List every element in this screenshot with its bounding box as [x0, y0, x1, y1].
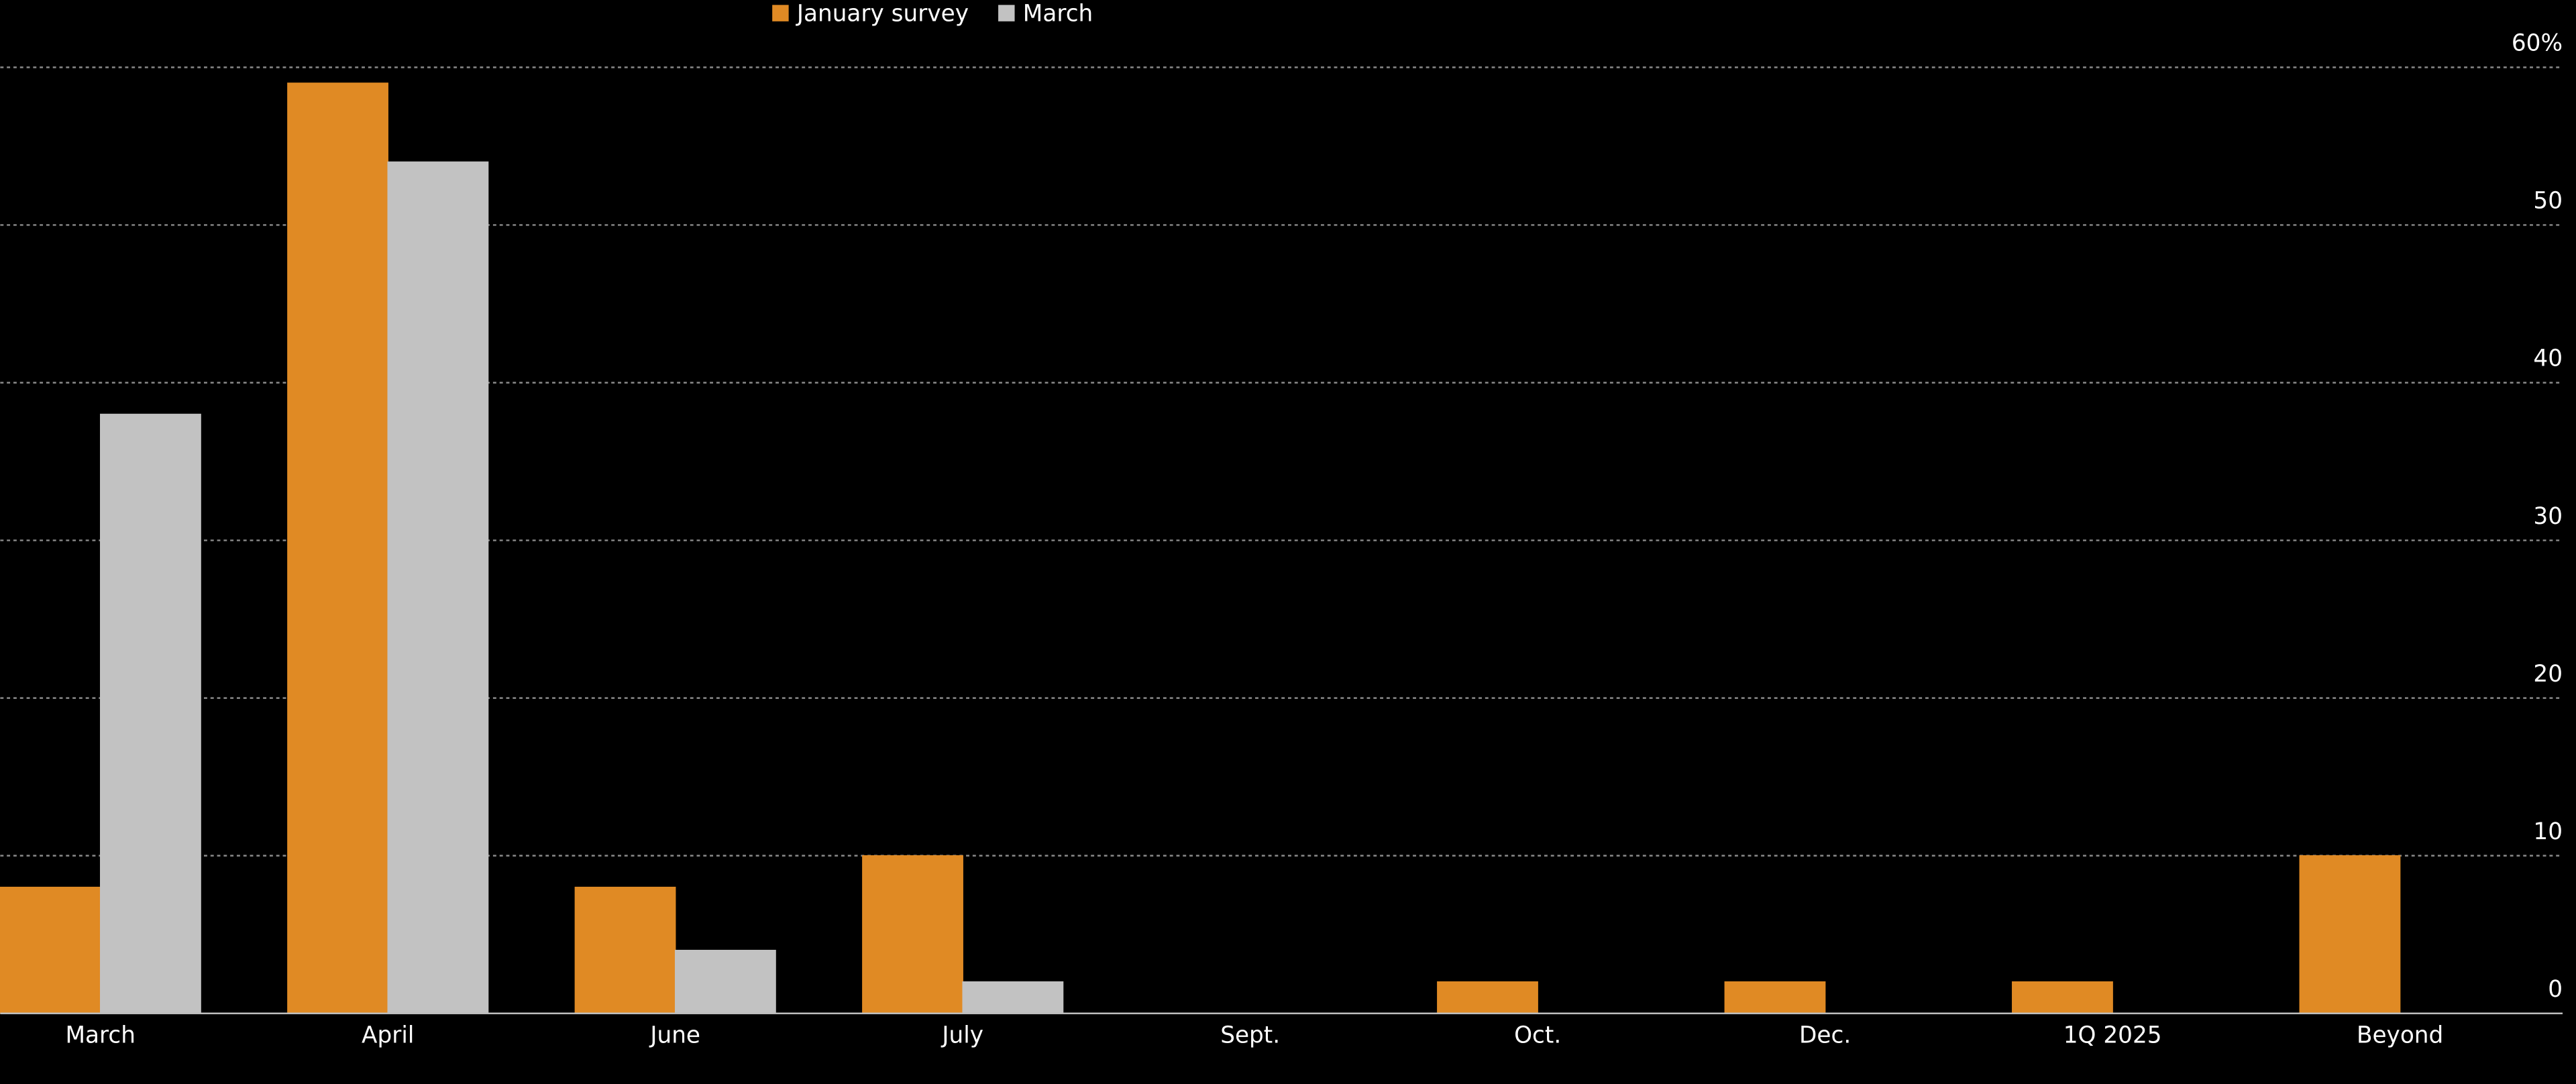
bar — [1724, 981, 1826, 1014]
x-tick-label: Sept. — [1220, 1022, 1280, 1048]
legend-label: March — [1023, 1, 1093, 28]
y-tick-label: 60% — [2512, 30, 2563, 57]
x-tick-label: March — [66, 1022, 136, 1048]
bar — [862, 855, 963, 1014]
bar — [2299, 855, 2401, 1014]
y-tick-label: 30 — [2533, 503, 2563, 530]
x-tick-label: July — [941, 1022, 983, 1048]
bar — [674, 949, 776, 1014]
legend: January survey March — [772, 1, 1093, 28]
y-tick-label: 50 — [2533, 188, 2563, 215]
y-tick-label: 20 — [2533, 661, 2563, 688]
bar — [387, 161, 489, 1014]
bar — [962, 981, 1064, 1014]
x-tick-label: 1Q 2025 — [2063, 1022, 2162, 1048]
legend-swatch — [998, 5, 1015, 21]
x-tick-label: April — [362, 1022, 414, 1048]
bar — [2012, 981, 2113, 1014]
bar — [1437, 981, 1538, 1014]
legend-label: January survey — [796, 1, 969, 28]
x-tick-label: June — [649, 1022, 700, 1048]
bar — [574, 886, 676, 1014]
y-tick-label: 0 — [2548, 976, 2563, 1003]
x-tick-label: Dec. — [1799, 1022, 1851, 1048]
y-tick-label: 10 — [2533, 818, 2563, 845]
bar — [100, 413, 201, 1014]
y-tick-label: 40 — [2533, 345, 2563, 372]
x-tick-label: Beyond — [2357, 1022, 2443, 1048]
bar — [287, 83, 388, 1014]
bar — [0, 886, 101, 1014]
x-tick-label: Oct. — [1514, 1022, 1561, 1048]
legend-swatch — [772, 5, 789, 21]
